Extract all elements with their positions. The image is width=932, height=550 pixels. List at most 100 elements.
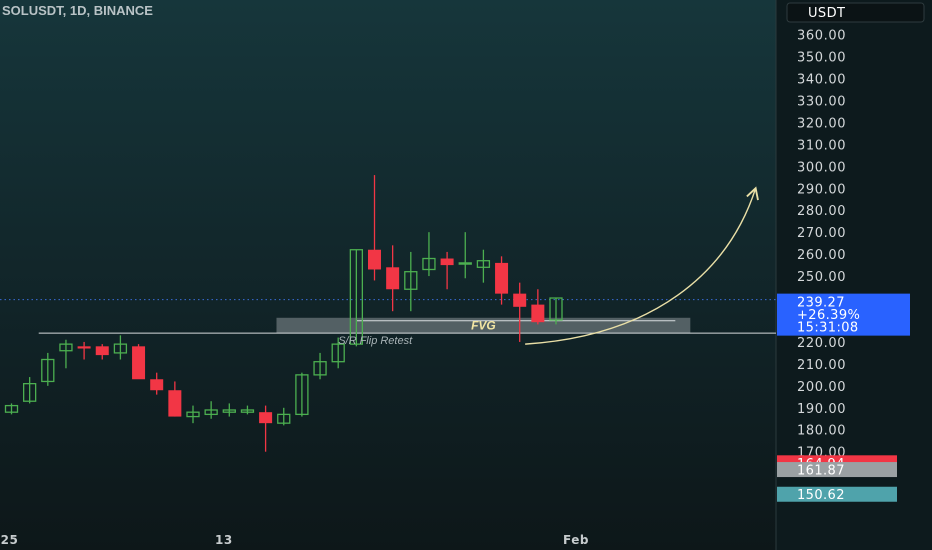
- candle[interactable]: [513, 282, 527, 342]
- candle-body: [95, 346, 109, 356]
- candle-body: [295, 374, 309, 416]
- candle[interactable]: [259, 405, 273, 452]
- candle-body: [404, 271, 418, 290]
- candle[interactable]: [404, 251, 418, 312]
- time-tick-label: 2025: [0, 533, 18, 547]
- candle[interactable]: [313, 352, 327, 380]
- last-price-change: +26.39%: [797, 308, 860, 323]
- candle[interactable]: [277, 407, 291, 426]
- candle[interactable]: [113, 335, 128, 360]
- price-tick-label: 200.00: [797, 380, 846, 395]
- candle-body: [531, 304, 545, 323]
- currency-label: USDT: [808, 6, 845, 21]
- price-tick-label: 300.00: [797, 160, 846, 175]
- last-price-value: 239.27: [797, 296, 845, 311]
- candle[interactable]: [349, 249, 364, 347]
- candle[interactable]: [77, 341, 91, 360]
- projection-arrow[interactable]: [525, 186, 759, 345]
- candle[interactable]: [95, 344, 109, 360]
- candle-body: [513, 293, 527, 307]
- candle-body: [204, 409, 218, 416]
- last-price-tag-bg: [777, 293, 910, 336]
- candle-body: [186, 411, 200, 418]
- candle[interactable]: [531, 289, 545, 325]
- price-tick-label: 320.00: [797, 116, 846, 131]
- candle-body: [59, 343, 73, 352]
- candle-body: [386, 267, 400, 290]
- price-tick-label: 310.00: [797, 138, 846, 153]
- candle[interactable]: [331, 337, 345, 369]
- price-tag-bg: [777, 486, 897, 502]
- candle-body: [313, 361, 327, 376]
- candle[interactable]: [132, 344, 146, 380]
- price-tick-label: 280.00: [797, 204, 846, 219]
- candle-body: [150, 379, 164, 391]
- fvg-label: FVG: [471, 318, 496, 332]
- price-tag-label: 161.87: [797, 464, 845, 479]
- candle[interactable]: [59, 339, 73, 369]
- price-tag[interactable]: 150.62: [777, 486, 897, 504]
- price-tick-label: 340.00: [797, 72, 846, 87]
- candle-body: [132, 346, 146, 380]
- candle-body: [113, 343, 128, 354]
- candle[interactable]: [549, 297, 563, 325]
- fvg-zone[interactable]: [276, 317, 691, 334]
- candle[interactable]: [458, 232, 472, 279]
- sr-flip-retest-label: S/R Flip Retest: [338, 335, 413, 347]
- price-tag-bg: [777, 462, 897, 478]
- price-tick-label: 290.00: [797, 182, 846, 197]
- candle-body: [22, 382, 37, 402]
- candle[interactable]: [22, 377, 37, 404]
- chart-title: SOLUSDT, 1D, BINANCE: [2, 3, 153, 18]
- candle[interactable]: [186, 405, 200, 424]
- candle-body: [222, 409, 236, 413]
- candle-body: [4, 404, 19, 413]
- price-tick-label: 260.00: [797, 248, 846, 263]
- candle[interactable]: [240, 405, 255, 415]
- price-tick-label: 270.00: [797, 226, 846, 241]
- price-tag[interactable]: 161.87: [777, 462, 897, 479]
- candle-body: [277, 413, 291, 424]
- candle-body: [77, 346, 91, 349]
- candle-body: [549, 297, 563, 321]
- candle[interactable]: [476, 249, 491, 283]
- price-tick-label: 190.00: [797, 402, 846, 417]
- price-tick-label: 350.00: [797, 51, 846, 66]
- candle[interactable]: [41, 352, 55, 386]
- price-tick-label: 210.00: [797, 358, 846, 373]
- candle-body: [349, 249, 364, 345]
- candle-body: [168, 390, 182, 417]
- candle-body: [368, 249, 381, 270]
- candle[interactable]: [168, 381, 182, 417]
- bar-countdown: 15:31:08: [797, 321, 859, 336]
- currency-button[interactable]: USDT: [786, 2, 925, 23]
- candle-body: [458, 262, 472, 265]
- price-tick-label: 250.00: [797, 270, 846, 285]
- price-tick-label: 180.00: [797, 424, 846, 439]
- candle[interactable]: [495, 256, 509, 305]
- price-tick-label: 330.00: [797, 94, 846, 109]
- price-tick-label: 220.00: [797, 336, 846, 351]
- candle[interactable]: [440, 251, 454, 290]
- candle[interactable]: [204, 401, 218, 419]
- price-tick-label: 360.00: [797, 29, 846, 44]
- candle[interactable]: [4, 403, 19, 415]
- candle-body: [240, 409, 255, 413]
- candle[interactable]: [222, 403, 236, 417]
- candle-body: [259, 412, 273, 424]
- last-price-tag[interactable]: 239.27+26.39%15:31:08: [777, 293, 910, 336]
- candle[interactable]: [150, 372, 164, 395]
- candle[interactable]: [386, 245, 400, 312]
- candle[interactable]: [422, 232, 436, 277]
- price-tag-label: 150.62: [797, 488, 845, 503]
- candle[interactable]: [368, 175, 381, 281]
- candle-body: [41, 358, 55, 383]
- candle-body: [495, 262, 509, 294]
- candle-body: [440, 258, 454, 266]
- candle-body: [331, 343, 345, 363]
- candle[interactable]: [295, 372, 309, 417]
- time-tick-label: Feb: [563, 533, 589, 547]
- candle-body: [422, 257, 436, 271]
- candle-body: [476, 260, 491, 268]
